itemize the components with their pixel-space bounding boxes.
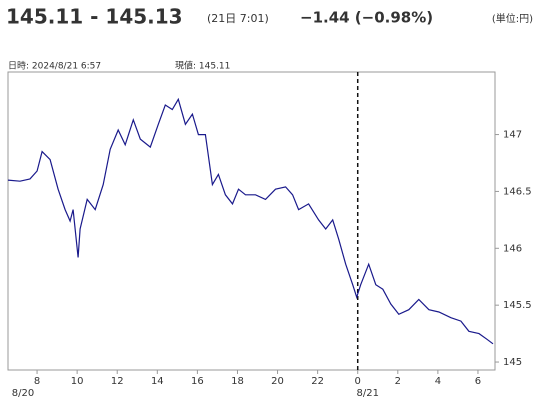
price-time: (21日 7:01) [207,12,269,25]
x-tick-label: 22 [311,376,324,387]
price-line [7,97,494,345]
y-tick-label: 145.5 [503,300,532,311]
x-tick-label: 0 [355,376,361,387]
date-label: 8/21 [357,388,379,399]
x-tick-label: 12 [111,376,124,387]
y-tick-label: 146 [503,243,522,254]
date-label: 8/20 [12,388,34,399]
x-tick-label: 16 [191,376,204,387]
y-tick-label: 145 [503,357,522,368]
x-tick-label: 6 [475,376,481,387]
x-tick-label: 18 [231,376,244,387]
price-title: 145.11 - 145.13 [6,5,183,29]
x-tick-label: 10 [71,376,84,387]
x-tick-label: 4 [435,376,441,387]
x-tick-label: 14 [151,376,164,387]
plot-frame [7,71,496,371]
x-tick-label: 2 [395,376,401,387]
unit-label: (単位:円) [492,12,533,25]
info-price: 現値: 145.11 [175,60,230,72]
y-tick-label: 147 [503,130,522,141]
price-change: −1.44 (−0.98%) [300,9,433,27]
info-time: 日時: 2024/8/21 6:57 [8,61,101,72]
x-tick-label: 8 [34,376,40,387]
x-tick-label: 20 [271,376,284,387]
y-tick-label: 146.5 [503,186,532,197]
